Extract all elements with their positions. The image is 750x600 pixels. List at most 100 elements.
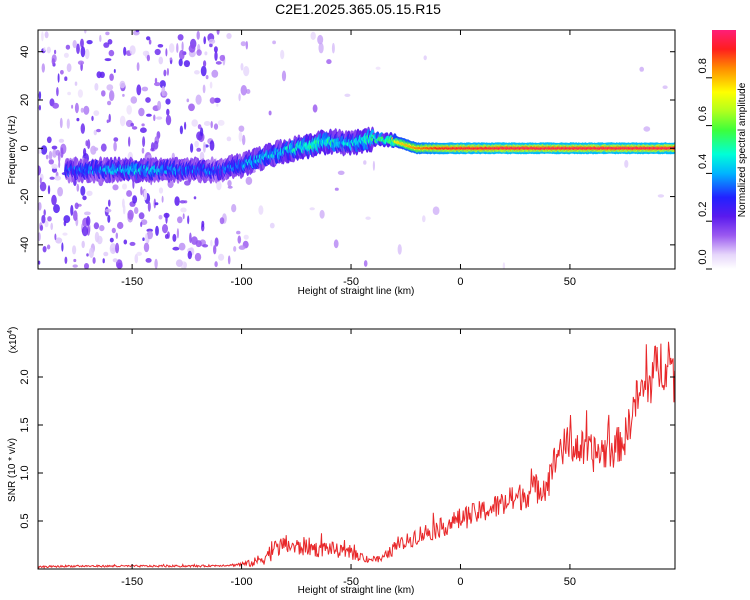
- heatmap-noise-blob: [219, 217, 225, 225]
- heatmap-noise-blob: [157, 44, 164, 48]
- heatmap-noise-blob: [213, 46, 218, 53]
- heatmap-noise-blob: [45, 154, 49, 160]
- heatmap-noise-blob: [177, 34, 184, 41]
- heatmap-noise-blob: [344, 93, 351, 98]
- heatmap-noise-blob: [106, 119, 110, 124]
- heatmap-noise-blob: [74, 202, 79, 210]
- heatmap-noise-blob: [331, 42, 335, 54]
- heatmap-noise-blob: [145, 258, 152, 263]
- heatmap-noise-blob: [147, 201, 151, 212]
- heatmap-noise-blob: [196, 49, 202, 56]
- heatmap-noise-blob: [62, 232, 68, 236]
- heatmap-noise-blob: [148, 39, 152, 45]
- heatmap-noise-blob: [184, 121, 187, 130]
- heatmap-noise-blob: [238, 125, 245, 132]
- heatmap-noise-blob: [218, 253, 225, 261]
- heatmap-noise-blob: [172, 246, 180, 251]
- heatmap-noise-blob: [96, 71, 102, 79]
- heatmap-noise-blob: [158, 214, 163, 220]
- heatmap-noise-blob: [46, 136, 52, 144]
- heatmap-noise-blob: [312, 104, 318, 113]
- heatmap-noise-blob: [372, 160, 375, 171]
- heatmap-noise-blob: [238, 131, 243, 142]
- spectrogram-x-tick-label: -150: [121, 276, 143, 288]
- heatmap-noise-blob: [86, 253, 89, 257]
- heatmap-noise-blob: [38, 232, 41, 242]
- heatmap-noise-blob: [122, 183, 127, 190]
- heatmap-noise-blob: [47, 216, 52, 222]
- heatmap-noise-blob: [58, 160, 61, 169]
- heatmap-noise-blob: [38, 202, 42, 211]
- heatmap-noise-blob: [142, 237, 145, 241]
- heatmap-noise-blob: [127, 209, 134, 220]
- heatmap-noise-blob: [112, 258, 118, 263]
- heatmap-noise-blob: [236, 230, 241, 235]
- heatmap-noise-blob: [140, 219, 148, 226]
- heatmap-noise-blob: [258, 205, 264, 215]
- heatmap-noise-blob: [56, 87, 59, 97]
- heatmap-noise-blob: [117, 221, 124, 230]
- heatmap-noise-blob: [190, 143, 194, 153]
- heatmap-noise-blob: [242, 134, 246, 146]
- spectrogram-y-tick-label: -20: [19, 189, 31, 205]
- snr-x-tick-label: -50: [343, 576, 359, 588]
- spectrogram-y-ticks: -40 -20 0 20 40: [19, 46, 675, 253]
- snr-y-label: SNR (10 * v/v): [7, 438, 18, 502]
- heatmap-noise-blob: [81, 240, 85, 249]
- heatmap-noise-blob: [216, 180, 222, 191]
- heatmap-noise-blob: [42, 246, 47, 253]
- heatmap-noise-blob: [80, 123, 86, 134]
- heatmap-noise-blob: [337, 170, 345, 175]
- heatmap-noise-blob: [194, 252, 202, 262]
- heatmap-noise-blob: [237, 235, 242, 244]
- spectrogram-y-tick-label: 40: [19, 46, 31, 58]
- heatmap-noise-blob: [216, 103, 219, 107]
- heatmap-noise-blob: [54, 233, 57, 241]
- colorbar: 0.0 0.2 0.4 0.6 0.8 Normalized spectral ampl…: [697, 30, 748, 270]
- heatmap-noise-blob: [423, 55, 427, 61]
- heatmap-noise-blob: [214, 261, 218, 268]
- heatmap-noise-blob: [52, 102, 59, 109]
- heatmap-noise-blob: [103, 251, 109, 257]
- heatmap-noise-blob: [163, 91, 168, 97]
- heatmap-noise-blob: [226, 136, 232, 142]
- heatmap-noise-blob: [48, 150, 53, 161]
- heatmap-noise-blob: [116, 262, 123, 269]
- heatmap-noise-blob: [657, 194, 665, 198]
- heatmap-noise-blob: [109, 73, 114, 81]
- heatmap-noise-blob: [74, 81, 78, 86]
- heatmap-noise-blob: [210, 239, 213, 247]
- heatmap-noise-blob: [103, 42, 110, 48]
- heatmap-noise-blob: [86, 216, 91, 226]
- heatmap-noise-blob: [84, 30, 87, 34]
- heatmap-noise-blob: [70, 204, 74, 216]
- heatmap-noise-blob: [105, 31, 110, 36]
- heatmap-noise-blob: [84, 263, 89, 269]
- heatmap-noise-blob: [624, 159, 629, 168]
- heatmap-noise-blob: [94, 83, 99, 91]
- heatmap-noise-blob: [162, 224, 168, 234]
- spectrogram-frame: [37, 29, 676, 270]
- spectrogram-y-label: Frequency (Hz): [7, 116, 18, 185]
- heatmap-noise-blob: [194, 140, 199, 148]
- heatmap-noise-blob: [217, 119, 225, 126]
- heatmap-noise-blob: [80, 107, 84, 113]
- heatmap-noise-blob: [203, 121, 211, 126]
- heatmap-noise-blob: [180, 207, 187, 213]
- heatmap-noise-blob: [123, 46, 127, 56]
- snr-frame: [37, 328, 676, 570]
- heatmap-noise-blob: [203, 60, 207, 68]
- heatmap-noise-blob: [363, 160, 367, 165]
- heatmap-noise-blob: [81, 226, 89, 237]
- heatmap-noise-blob: [245, 40, 248, 50]
- heatmap-noise-blob: [67, 91, 71, 96]
- heatmap-noise-blob: [111, 227, 116, 234]
- spectrogram-x-tick-label: -100: [231, 276, 253, 288]
- heatmap-noise-blob: [52, 149, 57, 158]
- heatmap-noise-blob: [310, 31, 316, 40]
- heatmap-noise-blob: [213, 245, 217, 255]
- heatmap-noise-blob: [51, 164, 58, 169]
- spectrogram-panel: -150 -100 -50 0 50 -40 -20 0 20 40 Height of str…: [7, 29, 676, 297]
- heatmap-noise-blob: [166, 108, 170, 116]
- heatmap-noise-blob: [86, 40, 93, 45]
